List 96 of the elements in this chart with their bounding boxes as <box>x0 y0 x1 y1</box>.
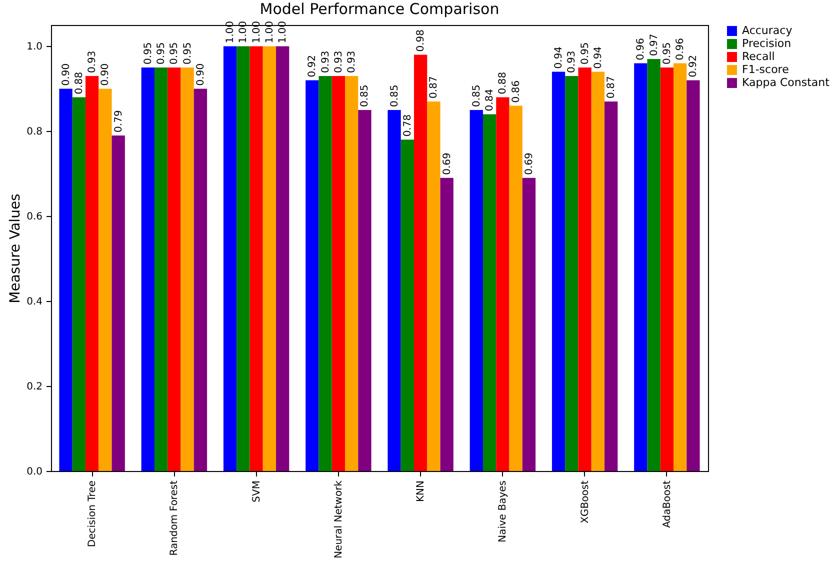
bar <box>194 88 208 471</box>
y-tick-label: 0.0 <box>26 466 42 478</box>
data-label: 0.94 <box>592 46 604 69</box>
bar <box>427 101 440 471</box>
data-label: 0.93 <box>346 50 358 73</box>
data-label: 0.93 <box>333 50 344 73</box>
data-label: 0.92 <box>307 54 318 78</box>
data-label: 0.90 <box>195 63 206 86</box>
data-label: 0.95 <box>662 42 673 64</box>
bar <box>440 178 454 471</box>
bar <box>141 67 154 471</box>
data-label: 0.93 <box>566 50 578 73</box>
data-label: 0.79 <box>113 110 124 132</box>
y-tick-label: 1.0 <box>26 42 42 53</box>
bar <box>98 88 112 471</box>
bar <box>262 46 276 471</box>
bar <box>686 80 700 471</box>
legend-label: Kappa Constant <box>742 76 830 89</box>
chart-title: Model Performance Comparison <box>260 0 500 18</box>
data-label: 0.93 <box>87 50 98 73</box>
y-axis-title: Measure Values <box>8 194 24 304</box>
data-label: 0.88 <box>498 72 509 94</box>
bar <box>223 46 237 471</box>
bar <box>358 110 372 471</box>
data-label: 0.69 <box>524 152 535 175</box>
data-label: 0.85 <box>360 84 371 107</box>
legend-label: Accuracy <box>742 24 793 37</box>
data-label: 0.88 <box>74 72 85 94</box>
bar <box>552 72 566 471</box>
bar <box>647 58 660 471</box>
data-label: 0.93 <box>320 50 332 73</box>
legend-label: F1-score <box>742 63 790 76</box>
bar <box>180 67 194 471</box>
bar <box>660 67 674 471</box>
data-label: 0.85 <box>471 84 482 107</box>
bar <box>578 67 592 471</box>
data-label: 0.97 <box>648 34 660 56</box>
data-label: 0.92 <box>688 54 700 78</box>
bar <box>276 46 290 471</box>
bar <box>345 76 358 471</box>
data-label: 0.69 <box>442 152 453 175</box>
bar <box>306 80 319 471</box>
data-label: 0.90 <box>60 63 72 86</box>
bar <box>154 67 168 471</box>
x-tick-label: SVM <box>251 480 262 502</box>
bar <box>674 63 687 471</box>
bar <box>509 106 522 471</box>
data-label: 0.90 <box>100 63 112 86</box>
y-tick-label: 0.6 <box>26 212 42 223</box>
bar <box>59 88 72 471</box>
bar <box>388 110 401 471</box>
bar <box>470 110 483 471</box>
bar <box>332 76 346 471</box>
bar <box>522 178 536 471</box>
data-label: 0.95 <box>169 42 180 64</box>
data-label: 0.98 <box>416 29 427 52</box>
x-tick-label: Naive Bayes <box>498 480 509 542</box>
x-tick-label: AdaBoost <box>662 480 673 528</box>
bar <box>634 63 648 471</box>
data-label: 0.96 <box>675 38 686 60</box>
bar <box>85 76 99 471</box>
data-label: 0.86 <box>510 80 522 103</box>
bar <box>236 46 250 471</box>
data-label: 0.84 <box>484 88 496 112</box>
bar <box>591 72 605 471</box>
x-tick-label: XGBoost <box>580 480 591 524</box>
bar <box>400 140 414 471</box>
data-label: 0.87 <box>428 76 440 98</box>
x-tick-label: Decision Tree <box>87 480 98 548</box>
bar <box>72 97 86 471</box>
data-label: 0.95 <box>182 42 194 64</box>
y-tick-label: 0.8 <box>26 126 42 138</box>
bar <box>604 101 618 471</box>
x-tick-label: Random Forest <box>169 480 180 556</box>
data-label: 0.95 <box>142 42 154 64</box>
legend-label: Precision <box>742 37 792 50</box>
legend-label: Recall <box>742 50 775 63</box>
bar <box>414 54 428 471</box>
bar <box>250 46 263 471</box>
data-label: 0.94 <box>554 46 565 69</box>
bar <box>565 76 578 471</box>
data-label: 0.85 <box>389 84 400 107</box>
data-label: 0.95 <box>580 42 591 64</box>
y-tick-label: 0.4 <box>26 296 42 308</box>
y-tick-label: 0.2 <box>26 382 42 393</box>
bar <box>168 67 181 471</box>
x-tick-label: KNN <box>416 480 427 502</box>
data-label: 0.78 <box>402 114 414 137</box>
data-label: 0.96 <box>636 38 647 60</box>
bar <box>112 135 125 471</box>
data-label: 0.95 <box>156 42 168 64</box>
bar <box>496 97 510 471</box>
bar <box>482 114 496 471</box>
data-label: 0.87 <box>606 76 618 98</box>
x-tick-label: Neural Network <box>333 480 344 558</box>
bar <box>318 76 332 471</box>
